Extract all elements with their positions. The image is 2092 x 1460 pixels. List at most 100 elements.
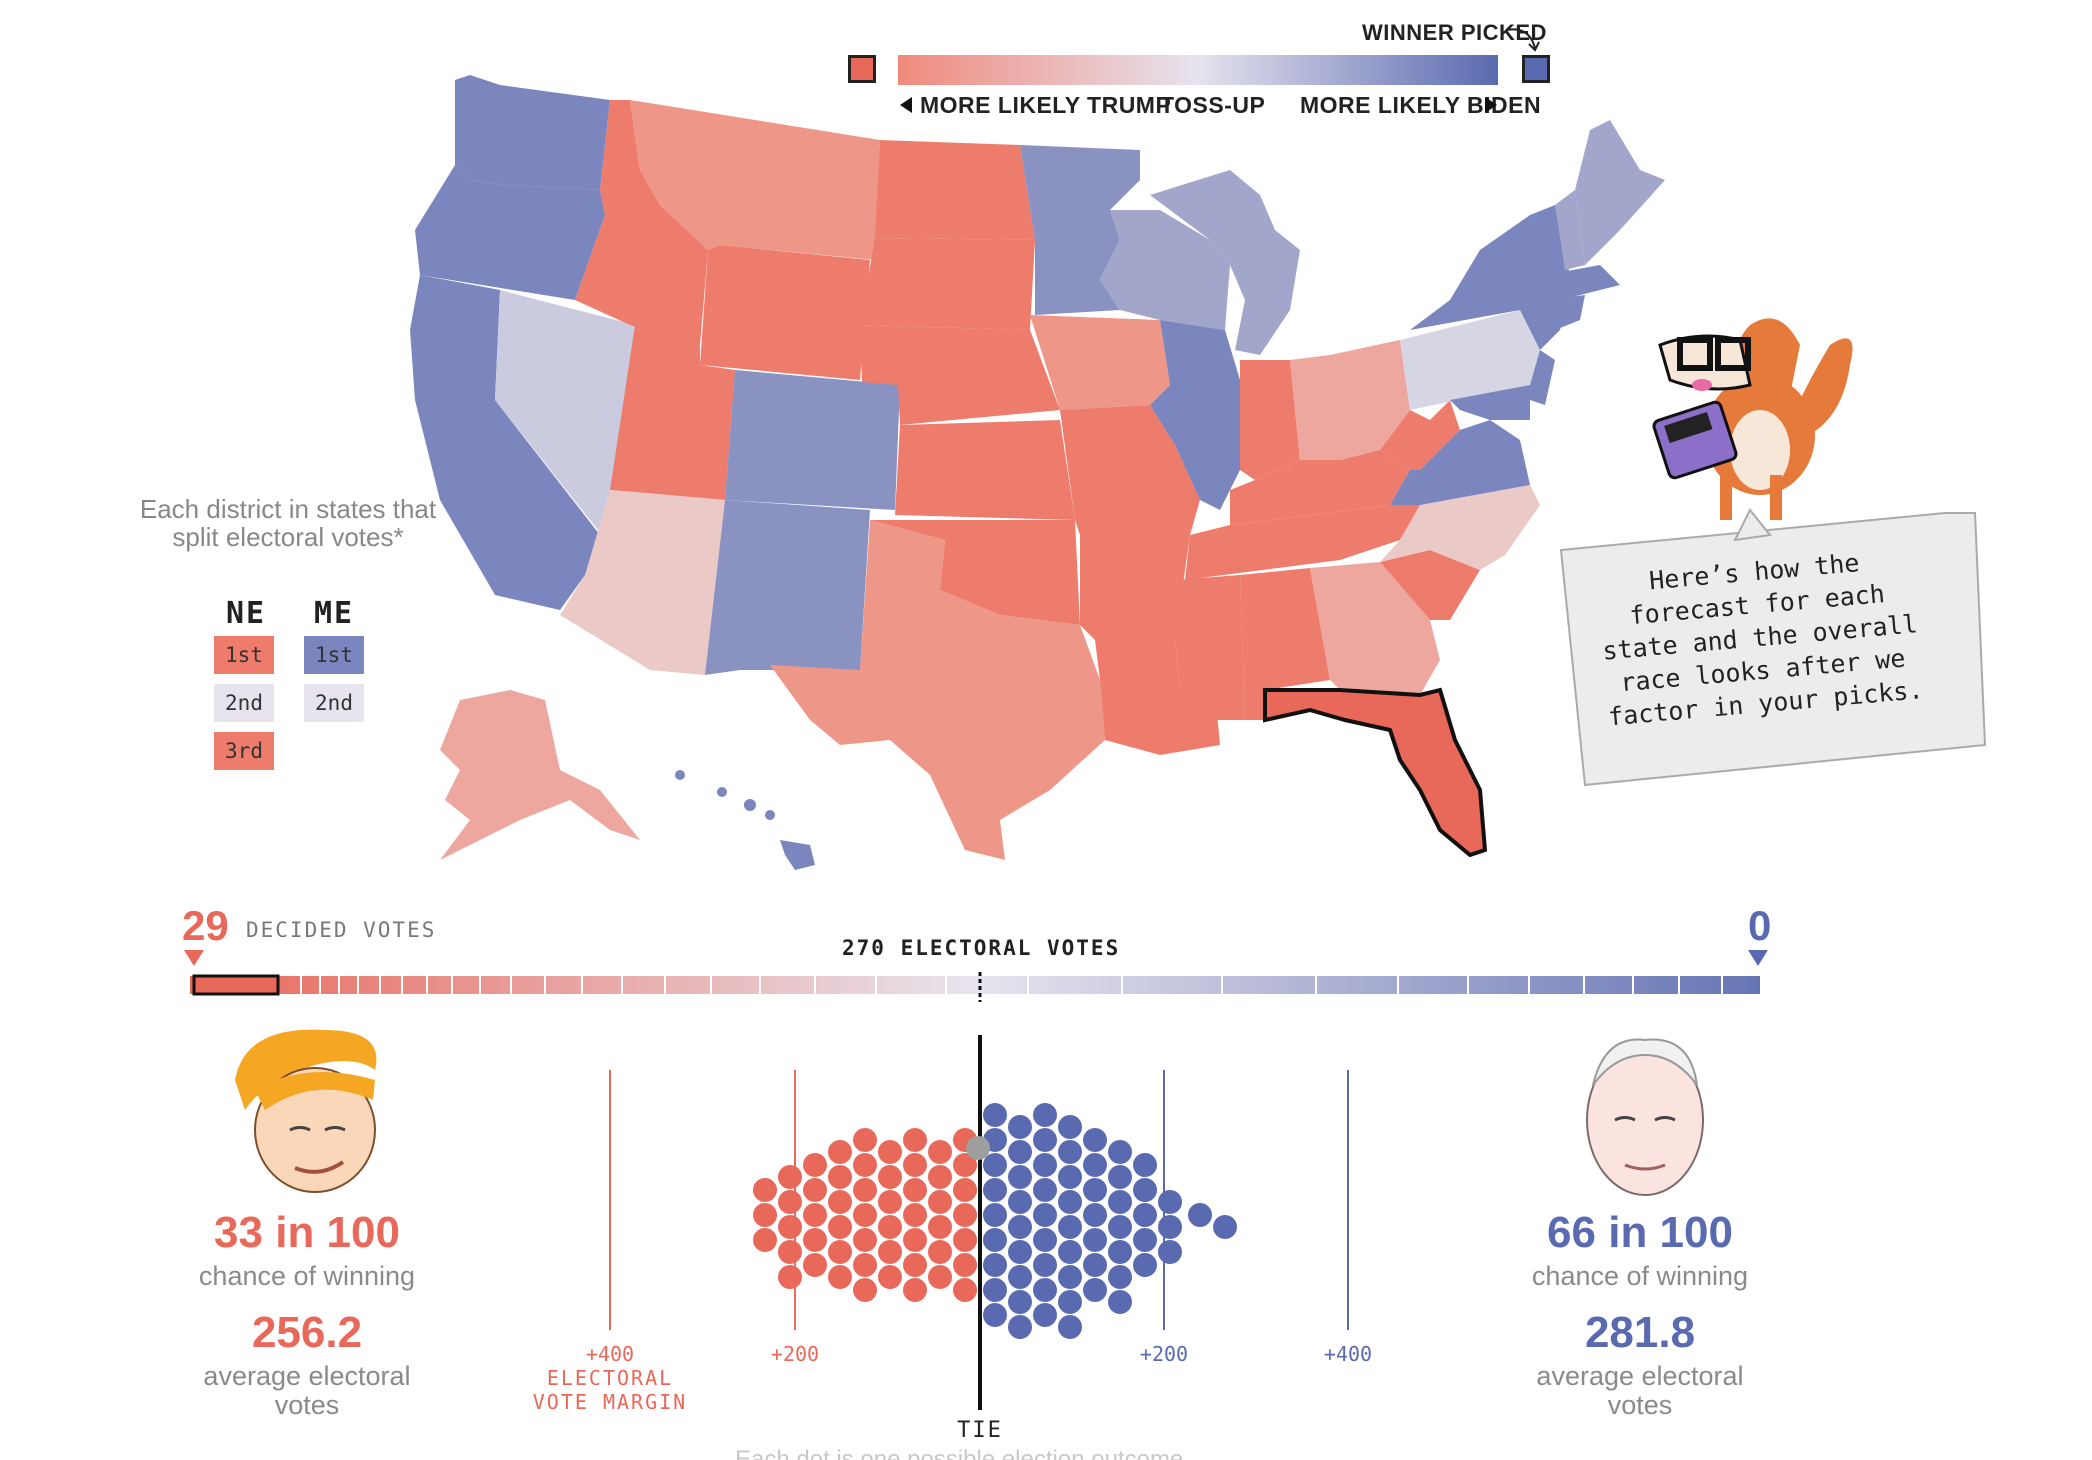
district-me-1st[interactable]: 1st [304,636,364,674]
legend-trump-picked-swatch [848,55,876,83]
outcome-dot-biden [1058,1115,1082,1139]
state-sd[interactable] [860,238,1035,330]
state-ms[interactable] [1175,575,1245,720]
state-in[interactable] [1240,360,1300,480]
outcome-dot-biden [1083,1203,1107,1227]
district-ne-2nd[interactable]: 2nd [214,684,274,722]
state-va[interactable] [1390,420,1530,505]
state-nh[interactable] [1555,190,1585,270]
district-me-2nd[interactable]: 2nd [304,684,364,722]
outcome-dot-trump [853,1178,877,1202]
outcome-dot-biden [983,1303,1007,1327]
state-wv[interactable] [1380,400,1460,470]
state-al[interactable] [1240,568,1330,720]
state-az[interactable] [560,490,725,675]
state-pa[interactable] [1400,310,1540,410]
state-md[interactable] [1450,385,1530,420]
state-nd[interactable] [875,140,1035,240]
outcome-dot-biden [983,1153,1007,1177]
state-nc[interactable] [1380,485,1540,570]
outcome-dot-biden [1083,1153,1107,1177]
district-ne-1st[interactable]: 1st [214,636,274,674]
outcome-dot-biden [1033,1153,1057,1177]
outcome-dot-biden [1033,1278,1057,1302]
fox-mascot-icon [1652,318,1853,520]
state-wy[interactable] [700,245,870,380]
state-hi[interactable] [780,840,815,870]
outcome-dot-trump [753,1203,777,1227]
state-la[interactable] [1095,640,1220,755]
electoral-bar [190,972,1763,1002]
state-oh[interactable] [1290,340,1410,460]
state-mo[interactable] [1060,405,1200,535]
legend-more-likely-trump: MORE LIKELY TRUMP [920,92,1172,118]
outcome-dot-biden [1008,1165,1032,1189]
state-ny[interactable] [1410,210,1570,350]
outcome-dot-trump [753,1228,777,1252]
state-nm[interactable] [705,500,870,675]
biden-avg-votes: 281.8 [1584,1308,1696,1357]
state-ca[interactable] [410,275,600,610]
outcome-dot-biden [1058,1140,1082,1164]
state-ky[interactable] [1230,450,1410,525]
outcome-dot-biden [1133,1203,1157,1227]
state-ct[interactable] [1545,295,1585,330]
outcome-dot-trump [953,1203,977,1227]
outcome-dot-trump [878,1140,902,1164]
state-il[interactable] [1150,320,1240,510]
outcome-dot-biden [1108,1140,1132,1164]
outcome-dot-biden [1033,1128,1057,1152]
outcome-dot-biden [1058,1240,1082,1264]
state-ia[interactable] [1030,315,1170,410]
state-wi[interactable] [1100,210,1230,330]
biden-marker-icon [1748,950,1768,966]
state-mt[interactable] [630,100,880,260]
outcome-dot-biden [1033,1303,1057,1327]
district-ne-3rd[interactable]: 3rd [214,732,274,770]
outcome-dot-biden [1058,1165,1082,1189]
state-sc[interactable] [1380,550,1480,620]
center-270-label: 270 ELECTORAL VOTES [842,936,1121,960]
state-mi[interactable] [1150,170,1300,355]
state-ar[interactable] [1080,535,1190,640]
state-tn[interactable] [1185,505,1420,580]
state-nv[interactable] [495,290,635,530]
outcome-dot-biden [1008,1215,1032,1239]
state-wa[interactable] [455,75,610,190]
outcome-dot-biden [1058,1315,1082,1339]
state-ma[interactable] [1545,265,1620,300]
outcome-dot-biden [983,1178,1007,1202]
state-ok[interactable] [870,520,1080,625]
state-ak[interactable] [440,690,640,860]
state-ga[interactable] [1310,562,1440,695]
state-fl[interactable] [1263,687,1488,858]
biden-avg-label: average electoral votes [1536,1361,1744,1420]
state-co[interactable] [725,370,900,510]
state-vt[interactable] [1530,205,1565,275]
callout-bubble [1559,508,1987,787]
axis-margin-label-1: ELECTORAL [546,1366,674,1390]
outcome-dot-trump [903,1153,927,1177]
outcome-dot-biden [1158,1215,1182,1239]
outcome-dot-trump [803,1153,827,1177]
state-id[interactable] [575,100,708,345]
state-ks[interactable] [895,420,1075,520]
outcome-dot-biden [1033,1103,1057,1127]
state-me[interactable] [1575,120,1665,265]
state-tx[interactable] [770,520,1105,860]
outcome-dot-biden [983,1203,1007,1227]
outcome-dot-biden [1108,1215,1132,1239]
outcome-dot-trump [828,1240,852,1264]
state-ut[interactable] [610,325,735,500]
outcome-dot-biden [983,1228,1007,1252]
outcome-dot-trump [803,1253,827,1277]
outcome-dot-biden [1008,1265,1032,1289]
state-nj[interactable] [1530,350,1555,405]
state-mn[interactable] [1020,145,1140,315]
state-ne[interactable] [860,325,1060,425]
outcome-dot-trump [903,1178,927,1202]
state-or[interactable] [415,165,605,300]
winner-picked-arrow-icon [1506,28,1540,52]
legend-toss-up: TOSS-UP [1160,92,1266,118]
